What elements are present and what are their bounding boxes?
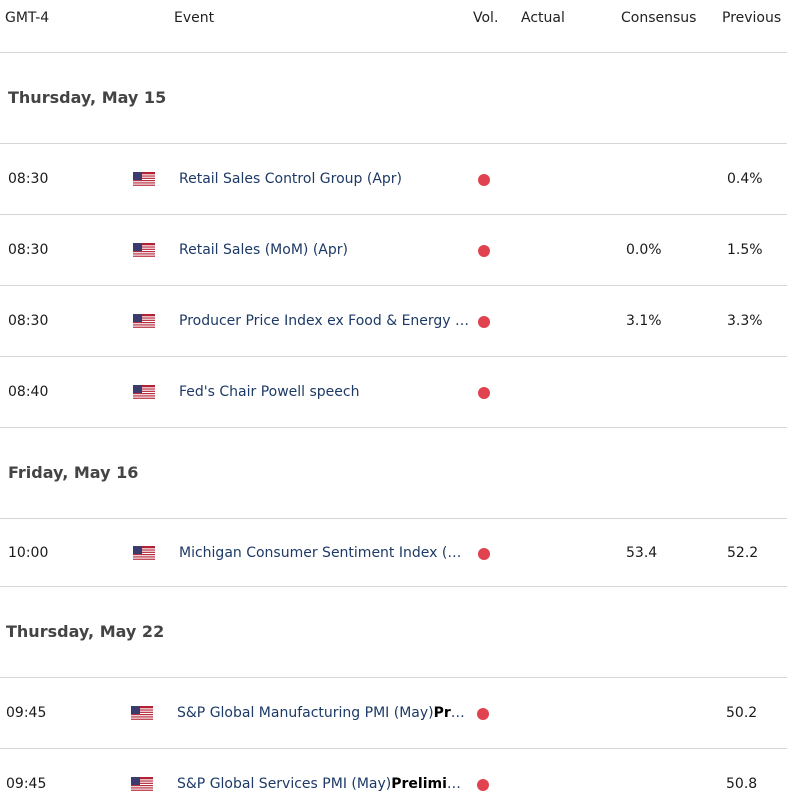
table-row[interactable]: 09:45 S&P Global Services PMI (May)Preli… <box>0 749 787 797</box>
event-time: 08:40 <box>8 384 49 400</box>
previous-header: Previous <box>722 10 782 26</box>
previous-value: 50.8 <box>726 776 758 792</box>
event-time: 08:30 <box>8 242 49 258</box>
us-flag-icon <box>133 243 155 258</box>
timezone-header[interactable]: GMT-4 <box>5 10 50 26</box>
table-row[interactable]: 08:30 Producer Price Index ex Food & Ene… <box>0 286 787 356</box>
date-heading: Thursday, May 15 <box>8 88 167 107</box>
us-flag-icon <box>131 777 153 792</box>
previous-value: 0.4% <box>727 171 763 187</box>
event-time: 09:45 <box>6 776 47 792</box>
table-row[interactable]: 08:30 Retail Sales Control Group (Apr) 0… <box>0 144 787 214</box>
previous-value: 52.2 <box>727 545 759 561</box>
event-name[interactable]: S&P Global Services PMI (May)Preliminar <box>177 776 469 792</box>
table-row[interactable]: 08:30 Retail Sales (MoM) (Apr) 0.0% 1.5% <box>0 215 787 285</box>
table-header: GMT-4 Event Vol. Actual Consensus Previo… <box>0 0 787 53</box>
us-flag-icon <box>133 314 155 329</box>
consensus-header: Consensus <box>621 10 697 26</box>
us-flag-icon <box>131 706 153 721</box>
previous-value: 3.3% <box>727 313 763 329</box>
divider <box>0 356 787 357</box>
consensus-value: 3.1% <box>626 313 662 329</box>
divider <box>0 748 787 749</box>
divider <box>0 518 787 519</box>
volatility-dot <box>478 245 490 257</box>
divider <box>0 214 787 215</box>
divider <box>0 427 787 428</box>
divider <box>0 143 787 144</box>
us-flag-icon <box>133 385 155 400</box>
event-time: 08:30 <box>8 313 49 329</box>
event-time: 10:00 <box>8 545 49 561</box>
actual-header: Actual <box>521 10 565 26</box>
event-name[interactable]: S&P Global Manufacturing PMI (May)Preli… <box>177 705 469 721</box>
event-time: 09:45 <box>6 705 47 721</box>
event-name[interactable]: Michigan Consumer Sentiment Index (Ma… <box>179 545 471 561</box>
us-flag-icon <box>133 546 155 561</box>
table-row[interactable]: 08:40 Fed's Chair Powell speech <box>0 357 787 427</box>
event-time: 08:30 <box>8 171 49 187</box>
volatility-dot <box>478 387 490 399</box>
event-name[interactable]: Fed's Chair Powell speech <box>179 384 360 400</box>
volatility-dot <box>478 316 490 328</box>
event-name[interactable]: Retail Sales Control Group (Apr) <box>179 171 402 187</box>
us-flag-icon <box>133 172 155 187</box>
date-heading: Friday, May 16 <box>8 463 139 482</box>
divider <box>0 586 787 587</box>
event-name[interactable]: Producer Price Index ex Food & Energy (Y… <box>179 313 471 329</box>
event-header: Event <box>174 10 215 26</box>
divider <box>0 677 787 678</box>
previous-value: 1.5% <box>727 242 763 258</box>
volatility-dot <box>477 708 489 720</box>
event-name[interactable]: Retail Sales (MoM) (Apr) <box>179 242 348 258</box>
previous-value: 50.2 <box>726 705 758 721</box>
consensus-value: 0.0% <box>626 242 662 258</box>
consensus-value: 53.4 <box>626 545 658 561</box>
divider <box>0 285 787 286</box>
volatility-dot <box>477 779 489 791</box>
volatility-dot <box>478 174 490 186</box>
vol-header: Vol. <box>473 10 499 26</box>
table-row[interactable]: 10:00 Michigan Consumer Sentiment Index … <box>0 519 787 586</box>
date-heading: Thursday, May 22 <box>6 622 165 641</box>
table-row[interactable]: 09:45 S&P Global Manufacturing PMI (May)… <box>0 678 787 748</box>
volatility-dot <box>478 548 490 560</box>
